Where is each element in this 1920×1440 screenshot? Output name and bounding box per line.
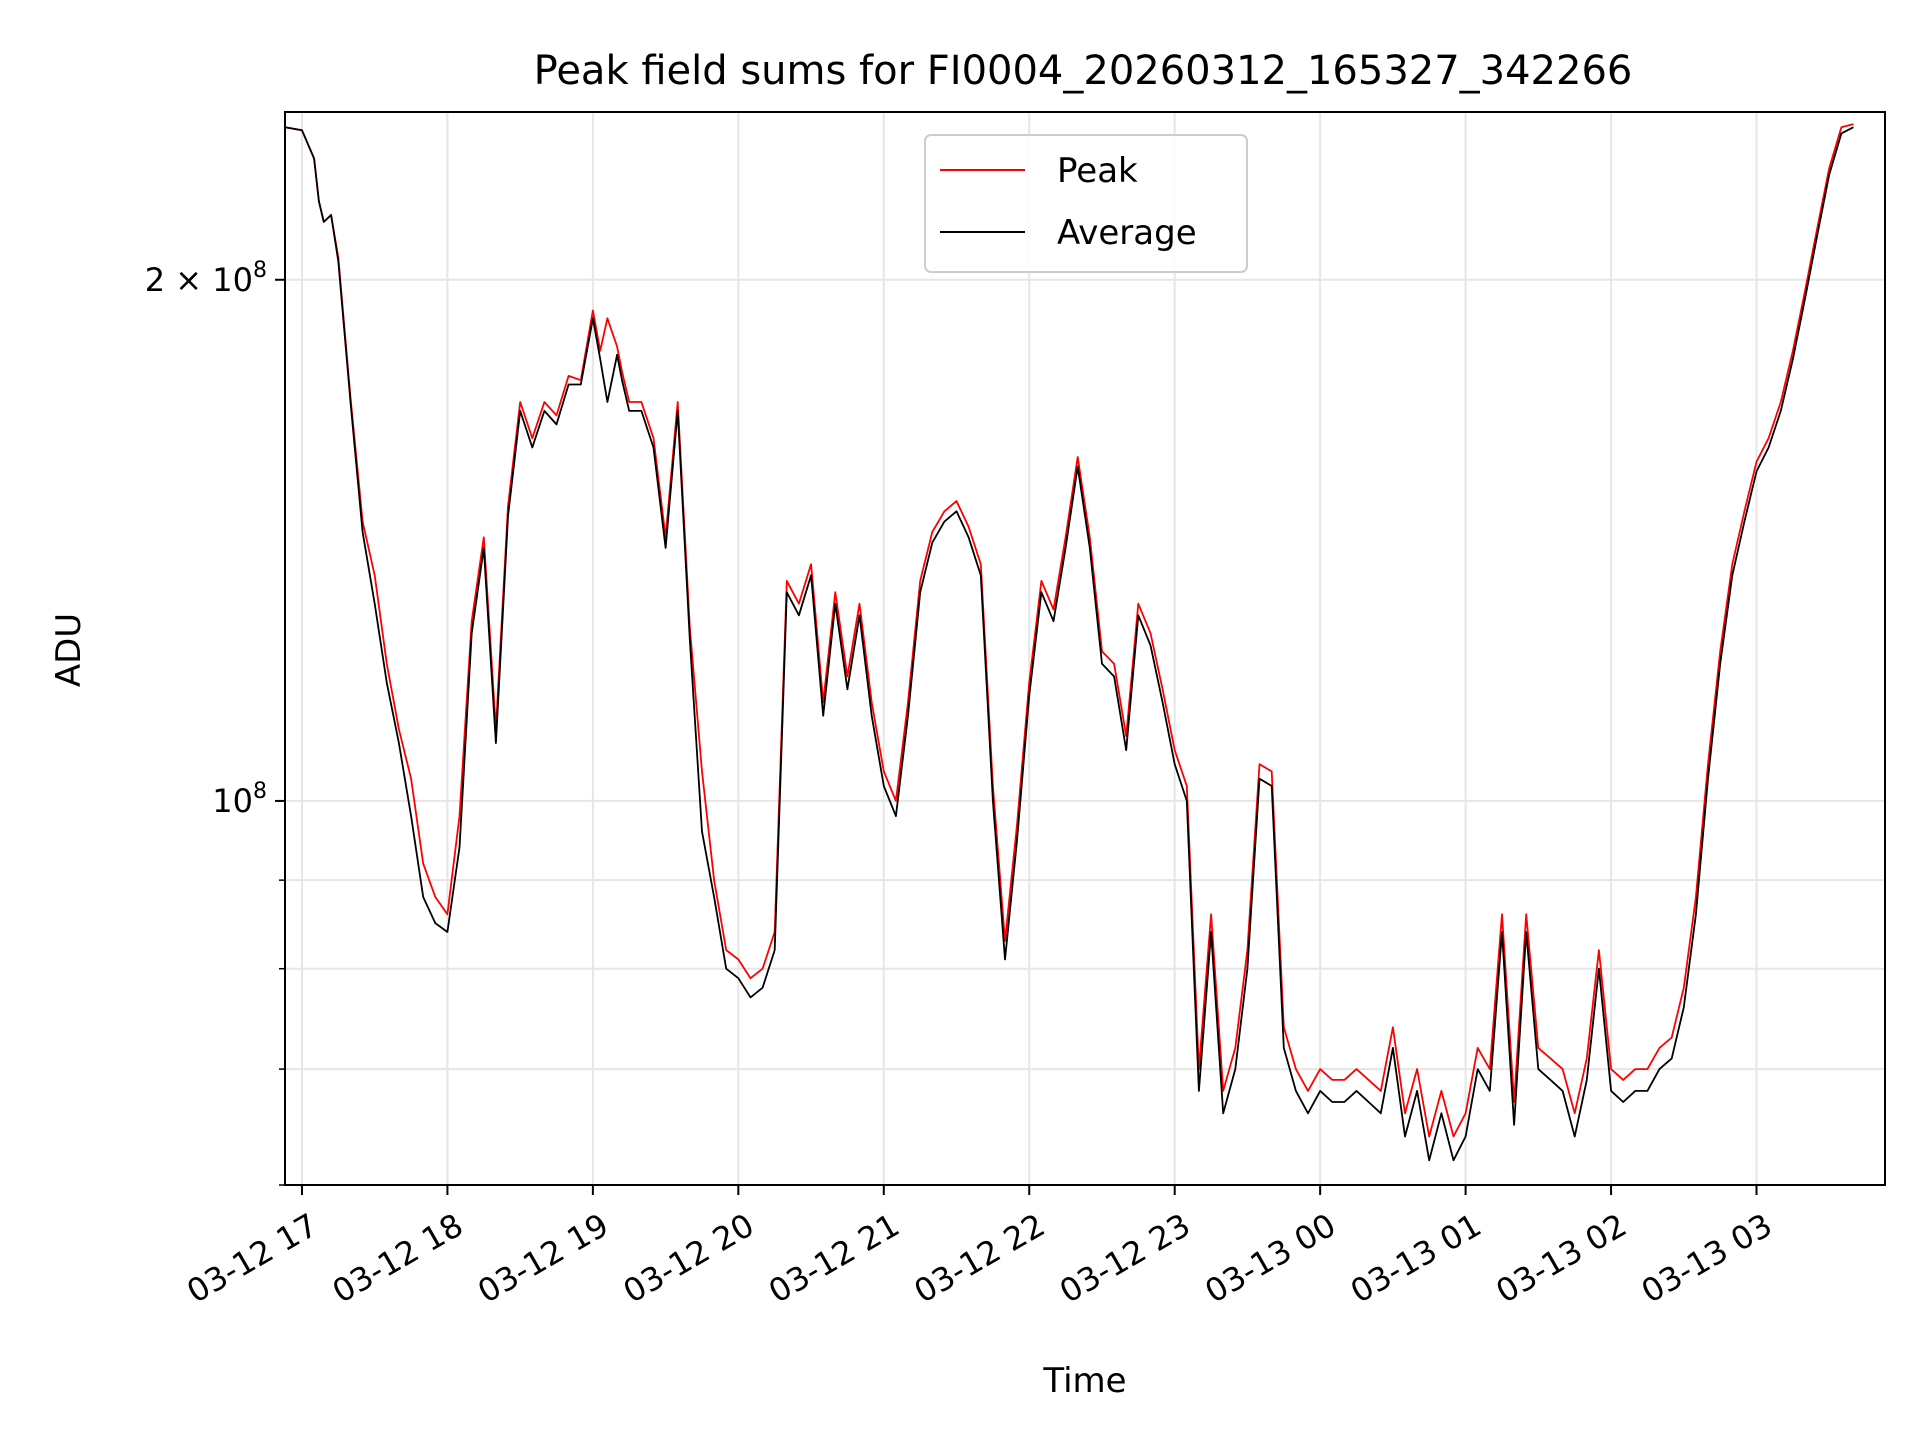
- y-tick-label: 108: [212, 779, 267, 820]
- legend: Peak Average: [924, 134, 1248, 273]
- y-tick-label-base: 10: [212, 782, 253, 820]
- y-tick-label: 2 × 108: [145, 258, 267, 299]
- legend-label-peak: Peak: [1057, 151, 1138, 191]
- series-average-line: [284, 126, 1854, 1162]
- y-tick-label-base: 2 × 10: [145, 261, 253, 299]
- y-tick-label-exponent: 8: [253, 258, 267, 283]
- chart-title: Peak field sums for FI0004_20260312_1653…: [534, 48, 1633, 94]
- y-axis-label: ADU: [49, 613, 89, 687]
- series-layer: [284, 123, 1854, 1162]
- x-axis-label: Time: [1042, 1361, 1126, 1401]
- series-peak-line: [284, 123, 1854, 1138]
- y-tick-label-exponent: 8: [253, 779, 267, 804]
- plot-frame: [284, 111, 1886, 1186]
- legend-label-average: Average: [1057, 213, 1197, 253]
